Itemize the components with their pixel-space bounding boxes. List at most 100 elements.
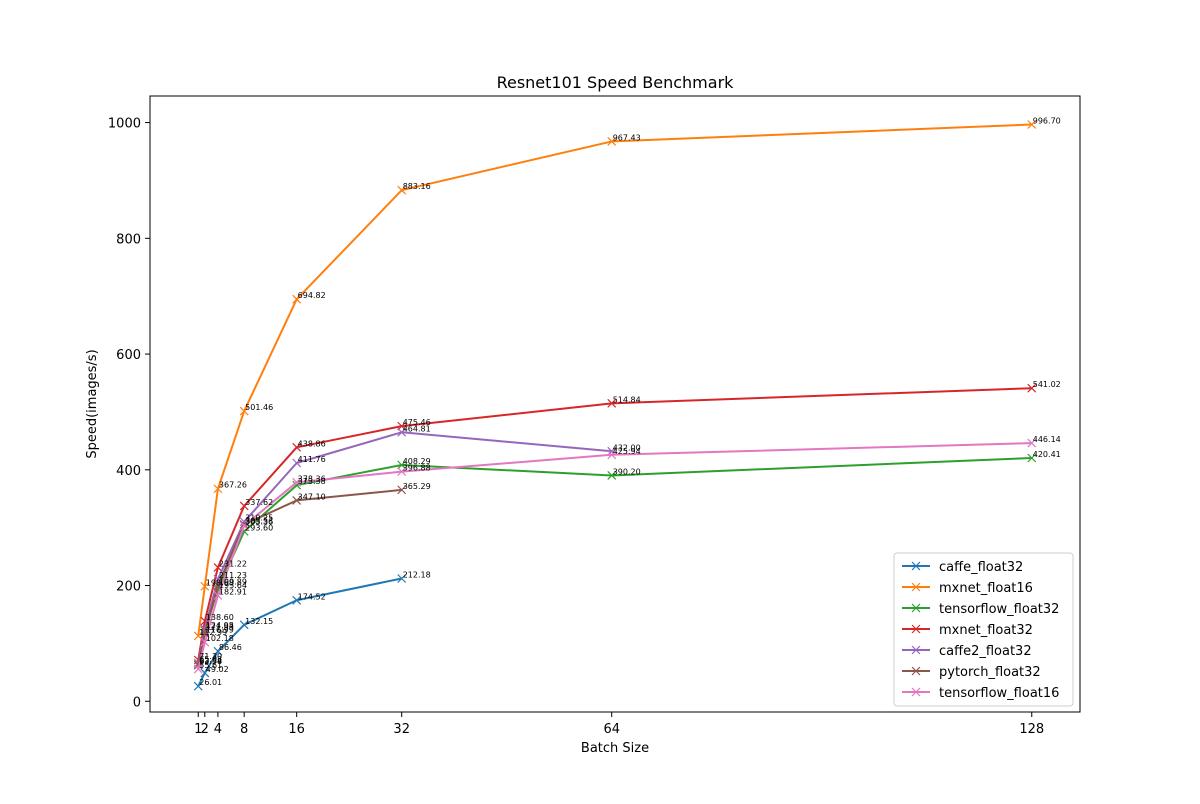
data-label: 310.25 xyxy=(245,514,273,523)
data-label: 116.99 xyxy=(206,626,234,635)
data-label: 199.89 xyxy=(219,578,247,587)
data-label: 411.76 xyxy=(298,455,326,464)
data-label: 132.15 xyxy=(245,617,273,626)
data-label: 967.43 xyxy=(613,133,641,142)
data-point-marker xyxy=(1027,120,1037,129)
series-line xyxy=(197,442,1032,670)
data-label: 464.81 xyxy=(403,424,431,433)
data-point-marker xyxy=(200,581,210,591)
legend-label: mxnet_float32 xyxy=(939,623,1033,638)
legend-label: mxnet_float16 xyxy=(939,581,1033,596)
legend-marker xyxy=(911,666,921,676)
y-tick-label: 200 xyxy=(116,580,141,595)
data-label: 231.22 xyxy=(219,559,247,568)
x-tick-label: 16 xyxy=(288,722,305,737)
data-label: 541.02 xyxy=(1033,380,1061,389)
data-label: 432.00 xyxy=(613,443,641,452)
data-point-marker xyxy=(292,495,302,505)
data-label: 347.10 xyxy=(298,492,326,501)
data-point-marker xyxy=(292,442,302,452)
data-point-marker xyxy=(213,591,223,600)
data-point-marker xyxy=(239,501,249,511)
data-label: 337.62 xyxy=(245,498,273,507)
data-label: 182.91 xyxy=(219,587,247,596)
data-label: 49.02 xyxy=(206,665,229,674)
data-label: 102.18 xyxy=(206,634,234,643)
legend-item-tensorflow_float32: tensorflow_float32 xyxy=(902,602,1059,617)
data-label: 211.23 xyxy=(219,571,247,580)
data-label: 71.30 xyxy=(199,652,222,661)
y-axis-label: Speed(images/s) xyxy=(85,349,100,458)
y-tick-label: 800 xyxy=(116,232,141,247)
x-axis-label: Batch Size xyxy=(581,741,649,756)
data-label: 193.64 xyxy=(219,581,247,590)
data-label: 501.46 xyxy=(245,403,273,412)
data-label: 475.46 xyxy=(403,418,431,427)
data-label: 438.86 xyxy=(298,439,326,448)
data-point-marker xyxy=(239,620,249,630)
series-mxnet_float16 xyxy=(193,120,1037,641)
legend-label: caffe2_float32 xyxy=(939,644,1032,659)
data-point-marker xyxy=(200,637,210,647)
legend-item-caffe_float32: caffe_float32 xyxy=(902,560,1023,575)
data-label: 396.88 xyxy=(403,464,431,473)
data-label: 367.26 xyxy=(219,481,247,490)
data-label: 446.14 xyxy=(1033,435,1061,444)
legend-item-tensorflow_float16: tensorflow_float16 xyxy=(902,686,1059,701)
data-point-marker xyxy=(292,458,302,468)
data-point-marker xyxy=(292,294,302,304)
legend-marker xyxy=(911,624,921,634)
series-layer xyxy=(193,120,1037,691)
legend-label: pytorch_float32 xyxy=(939,665,1041,680)
y-tick-label: 400 xyxy=(116,464,141,479)
data-label: 883.16 xyxy=(403,182,431,191)
data-label: 305.53 xyxy=(245,516,273,525)
legend-box xyxy=(893,552,1074,707)
x-tick-label: 128 xyxy=(1019,722,1044,737)
data-label: 65.93 xyxy=(199,655,222,664)
data-point-marker xyxy=(397,467,407,477)
data-label: 514.84 xyxy=(613,395,641,404)
y-tick-label: 600 xyxy=(116,348,141,363)
data-point-marker xyxy=(292,595,302,605)
x-tick-label: 2 xyxy=(201,722,209,737)
x-tick-label: 4 xyxy=(214,722,222,737)
series-line xyxy=(197,123,1032,637)
data-point-marker xyxy=(1027,453,1037,463)
data-label: 121.93 xyxy=(206,623,234,632)
series-tensorflow_float16 xyxy=(193,438,1037,674)
data-label: 408.29 xyxy=(403,457,431,466)
data-point-marker xyxy=(193,681,203,691)
legend: caffe_float32 mxnet_float16 tensorflow_flo… xyxy=(893,552,1074,707)
data-label: 420.41 xyxy=(1033,450,1061,459)
legend-marker xyxy=(911,603,921,613)
data-label: 86.46 xyxy=(219,643,242,652)
data-label: 303.36 xyxy=(245,518,273,527)
legend-marker xyxy=(911,561,921,571)
x-tick-label: 64 xyxy=(603,722,620,737)
data-point-marker xyxy=(292,477,302,487)
x-tick-label: 32 xyxy=(393,722,410,737)
legend-item-mxnet_float32: mxnet_float32 xyxy=(902,623,1033,638)
plot-frame xyxy=(149,95,1081,713)
x-tick-label: 8 xyxy=(240,722,248,737)
data-label: 373.38 xyxy=(298,477,326,486)
legend-item-pytorch_float32: pytorch_float32 xyxy=(902,665,1041,680)
data-label: 174.52 xyxy=(298,592,326,601)
data-point-marker xyxy=(397,485,407,495)
data-point-marker xyxy=(607,137,617,146)
legend-marker xyxy=(911,645,921,655)
data-point-marker xyxy=(607,471,617,480)
chart-title: Resnet101 Speed Benchmark xyxy=(497,73,735,92)
data-point-marker xyxy=(213,563,223,572)
data-point-marker xyxy=(607,398,617,408)
legend-item-caffe2_float32: caffe2_float32 xyxy=(902,644,1032,659)
data-labels-layer: 26.0149.0286.46132.15174.52212.18112.991… xyxy=(199,116,1061,687)
series-line xyxy=(197,387,1032,661)
data-label: 138.60 xyxy=(206,613,234,622)
data-label: 425.94 xyxy=(613,447,641,456)
legend-marker xyxy=(911,582,921,592)
y-tick-label: 1000 xyxy=(108,117,141,132)
